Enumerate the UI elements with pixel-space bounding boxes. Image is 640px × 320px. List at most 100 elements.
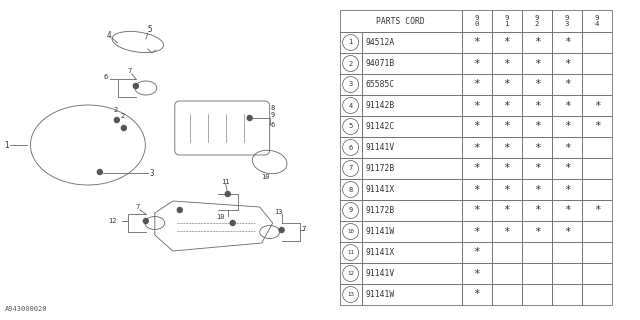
Text: *: * — [564, 164, 570, 173]
Bar — [582, 95, 612, 116]
Bar — [552, 200, 582, 221]
Text: 94512A: 94512A — [365, 38, 395, 47]
Bar — [462, 53, 492, 74]
Text: 7: 7 — [128, 68, 132, 74]
Text: 91141W: 91141W — [365, 227, 395, 236]
Text: *: * — [534, 142, 540, 153]
Bar — [522, 10, 552, 32]
Text: 2: 2 — [114, 107, 118, 113]
Text: 91141V: 91141V — [365, 269, 395, 278]
Bar — [362, 74, 462, 95]
Text: *: * — [534, 205, 540, 215]
Bar — [522, 74, 552, 95]
Text: *: * — [474, 122, 480, 132]
Text: *: * — [564, 100, 570, 110]
Bar — [362, 137, 462, 158]
Text: 13: 13 — [347, 292, 354, 297]
Bar — [492, 95, 522, 116]
Text: 3: 3 — [349, 82, 353, 87]
Text: *: * — [504, 79, 510, 90]
Bar — [340, 137, 362, 158]
Bar — [492, 179, 522, 200]
Text: 9: 9 — [271, 112, 275, 118]
Bar — [492, 74, 522, 95]
Bar — [522, 284, 552, 305]
Bar — [582, 221, 612, 242]
Bar — [552, 116, 582, 137]
Bar — [582, 242, 612, 263]
Text: 5: 5 — [148, 26, 152, 35]
Text: 6: 6 — [349, 145, 353, 150]
Text: 91172B: 91172B — [365, 206, 395, 215]
Bar — [340, 53, 362, 74]
Text: *: * — [474, 100, 480, 110]
Bar — [522, 116, 552, 137]
Text: 7: 7 — [349, 165, 353, 172]
Bar — [362, 179, 462, 200]
Text: 7: 7 — [136, 204, 140, 210]
Text: 91142C: 91142C — [365, 122, 395, 131]
Bar — [462, 200, 492, 221]
Text: 8: 8 — [271, 105, 275, 111]
Text: *: * — [534, 100, 540, 110]
Bar — [340, 116, 362, 137]
Bar — [492, 221, 522, 242]
Text: 5: 5 — [349, 124, 353, 130]
Bar — [462, 158, 492, 179]
Bar — [340, 242, 362, 263]
Text: 91172B: 91172B — [365, 164, 395, 173]
Text: *: * — [534, 122, 540, 132]
Text: *: * — [504, 142, 510, 153]
Bar — [582, 179, 612, 200]
Bar — [552, 263, 582, 284]
Bar — [462, 32, 492, 53]
Text: *: * — [534, 164, 540, 173]
Text: *: * — [474, 37, 480, 47]
Bar — [340, 200, 362, 221]
Text: *: * — [474, 290, 480, 300]
Bar — [462, 137, 492, 158]
Text: 1: 1 — [349, 39, 353, 45]
Bar — [492, 10, 522, 32]
Bar — [552, 32, 582, 53]
Bar — [492, 263, 522, 284]
Text: *: * — [474, 205, 480, 215]
Bar — [462, 10, 492, 32]
Bar — [582, 10, 612, 32]
Circle shape — [115, 117, 119, 123]
Bar — [340, 10, 462, 32]
Text: 4: 4 — [107, 31, 111, 41]
Bar — [462, 242, 492, 263]
Bar — [582, 200, 612, 221]
Text: *: * — [564, 205, 570, 215]
Bar — [340, 158, 362, 179]
Bar — [522, 137, 552, 158]
Text: *: * — [504, 185, 510, 195]
Bar — [522, 242, 552, 263]
Text: *: * — [564, 142, 570, 153]
Text: 9
0: 9 0 — [474, 15, 479, 27]
Bar — [522, 179, 552, 200]
Circle shape — [133, 84, 138, 89]
Text: *: * — [474, 164, 480, 173]
Text: 12: 12 — [108, 218, 116, 224]
Bar — [552, 158, 582, 179]
Text: *: * — [564, 227, 570, 236]
Text: 6: 6 — [104, 74, 108, 80]
Bar — [492, 242, 522, 263]
Bar — [582, 137, 612, 158]
Bar — [582, 284, 612, 305]
Bar — [552, 10, 582, 32]
Bar — [362, 221, 462, 242]
Text: *: * — [504, 37, 510, 47]
Bar — [340, 32, 362, 53]
Bar — [552, 284, 582, 305]
Bar — [492, 137, 522, 158]
Circle shape — [97, 170, 102, 174]
Text: 11: 11 — [221, 179, 229, 185]
Text: 4: 4 — [349, 102, 353, 108]
Bar — [552, 179, 582, 200]
Bar — [582, 116, 612, 137]
Bar — [552, 95, 582, 116]
Text: 65585C: 65585C — [365, 80, 395, 89]
